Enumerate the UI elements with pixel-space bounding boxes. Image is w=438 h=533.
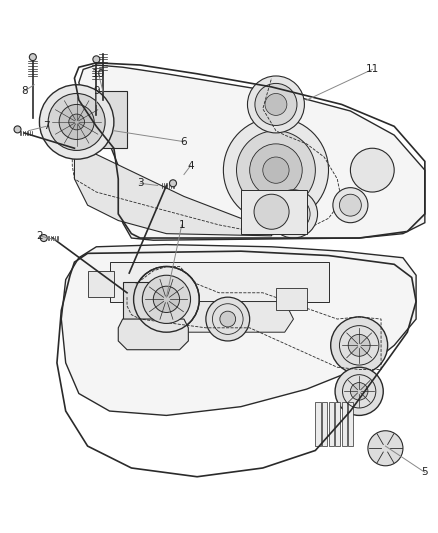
Circle shape: [263, 157, 289, 183]
Bar: [241, 190, 307, 233]
Text: 11: 11: [366, 64, 379, 75]
Circle shape: [93, 56, 100, 63]
Circle shape: [170, 180, 177, 187]
Circle shape: [350, 383, 368, 400]
Text: 2: 2: [36, 231, 43, 241]
Bar: [348, 402, 353, 446]
Text: 7: 7: [42, 122, 49, 131]
Text: 6: 6: [180, 136, 187, 147]
Text: 3: 3: [137, 178, 144, 188]
Text: 4: 4: [187, 161, 194, 171]
Bar: [315, 402, 321, 446]
Circle shape: [134, 266, 199, 332]
Polygon shape: [61, 245, 416, 415]
Circle shape: [237, 131, 315, 209]
Bar: [335, 402, 340, 446]
Circle shape: [255, 84, 297, 125]
Polygon shape: [118, 319, 188, 350]
Circle shape: [254, 194, 289, 229]
Text: 8: 8: [21, 86, 28, 96]
Circle shape: [348, 334, 370, 356]
Circle shape: [39, 85, 114, 159]
Circle shape: [350, 148, 394, 192]
Circle shape: [153, 286, 180, 312]
Circle shape: [277, 197, 310, 231]
Circle shape: [368, 431, 403, 466]
Bar: [123, 282, 166, 319]
Text: 5: 5: [421, 467, 428, 478]
Circle shape: [220, 311, 236, 327]
Bar: [70, 91, 127, 148]
Circle shape: [339, 194, 361, 216]
Circle shape: [335, 367, 383, 415]
Circle shape: [250, 144, 302, 197]
Text: 10: 10: [92, 69, 105, 79]
Circle shape: [206, 297, 250, 341]
Circle shape: [48, 93, 105, 150]
Bar: [328, 402, 334, 446]
Circle shape: [265, 93, 287, 115]
Polygon shape: [74, 144, 272, 236]
Polygon shape: [79, 65, 425, 240]
Polygon shape: [131, 302, 293, 332]
Bar: [342, 402, 347, 446]
Text: 9: 9: [93, 86, 100, 96]
Circle shape: [29, 54, 36, 61]
Circle shape: [333, 188, 368, 223]
Bar: [110, 262, 328, 302]
Circle shape: [142, 275, 191, 324]
Circle shape: [269, 190, 318, 238]
Circle shape: [331, 317, 388, 374]
Circle shape: [40, 235, 47, 241]
Circle shape: [14, 126, 21, 133]
Circle shape: [223, 118, 328, 223]
Circle shape: [59, 104, 94, 140]
Bar: [322, 402, 327, 446]
Bar: [276, 288, 307, 310]
Circle shape: [247, 76, 304, 133]
Bar: [88, 271, 114, 297]
Circle shape: [69, 114, 85, 130]
Text: 1: 1: [178, 220, 185, 230]
